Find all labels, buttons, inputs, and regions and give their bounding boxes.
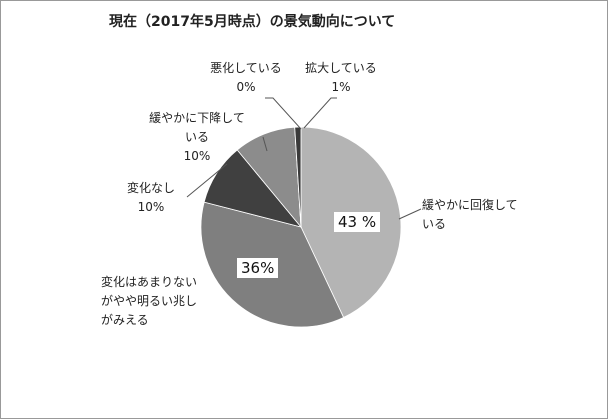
leader-line xyxy=(262,136,268,152)
leader-line xyxy=(398,208,422,220)
data-label: 変化はあまりない がやや明るい兆し がみえる xyxy=(101,273,197,330)
value-label: 10% xyxy=(183,149,211,163)
chart-title: 現在（2017年5月時点）の景気動向について xyxy=(109,14,396,30)
value-label: 1% xyxy=(331,80,351,94)
leader-line xyxy=(186,163,228,198)
category-label: 拡大している xyxy=(305,61,377,75)
value-label: 0% xyxy=(236,80,256,94)
category-label: 緩やかに下降して いる xyxy=(149,111,245,144)
leader-line xyxy=(303,97,337,129)
leader-line xyxy=(265,97,302,130)
data-label: 変化なし 10% xyxy=(119,179,183,217)
category-label: 悪化している xyxy=(210,61,282,75)
category-label: 変化はあまりない がやや明るい兆し がみえる xyxy=(101,275,198,327)
value-label: 36% xyxy=(237,258,279,278)
data-label: 緩やかに下降して いる 10% xyxy=(141,109,253,166)
value-label: 43 % xyxy=(334,212,381,232)
pie-slice xyxy=(294,126,302,228)
category-label: 変化なし xyxy=(126,181,175,195)
data-label: 拡大している 1% xyxy=(299,59,383,97)
category-label: 緩やかに回復して いる xyxy=(422,198,518,231)
value-label: 10% xyxy=(137,200,165,214)
data-label: 悪化している 0% xyxy=(204,59,288,97)
data-label: 緩やかに回復して いる xyxy=(422,196,518,234)
